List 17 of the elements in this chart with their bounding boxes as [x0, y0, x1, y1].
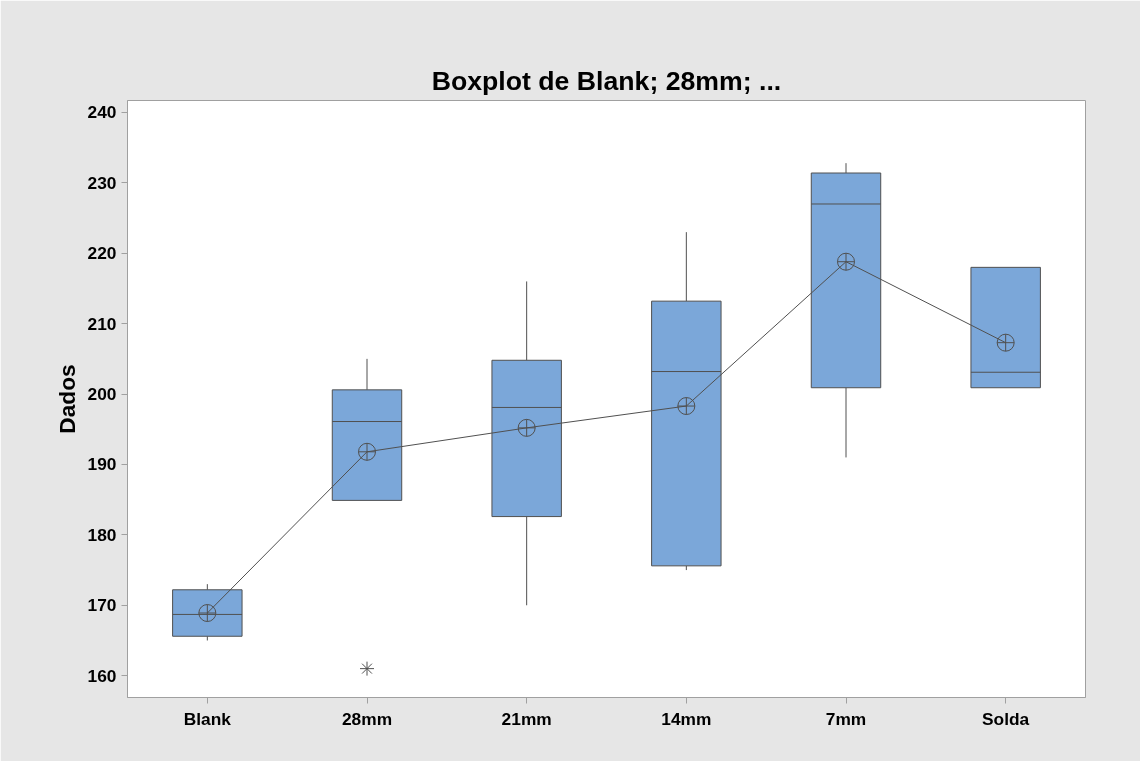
x-tick-label: 14mm [661, 708, 712, 729]
y-tick-label: 230 [87, 172, 117, 193]
y-tick-label: 170 [87, 595, 117, 616]
x-tick-label: 28mm [341, 708, 393, 729]
x-tick-label: Solda [982, 708, 1030, 729]
x-tick-label: 7mm [825, 708, 867, 729]
y-axis-title: Dados [53, 364, 80, 434]
y-tick-label: 160 [87, 665, 117, 686]
y-tick-label: 240 [87, 102, 117, 123]
x-tick-label: Blank [183, 708, 232, 729]
y-tick-label: 200 [87, 384, 117, 405]
y-tick-label: 190 [87, 454, 117, 475]
y-tick-label: 180 [87, 524, 117, 545]
chart-title: Boxplot de Blank; 28mm; ... [431, 65, 782, 96]
y-tick-label: 220 [87, 243, 117, 264]
y-tick-label: 210 [87, 313, 117, 334]
x-tick-label: 21mm [501, 708, 552, 729]
